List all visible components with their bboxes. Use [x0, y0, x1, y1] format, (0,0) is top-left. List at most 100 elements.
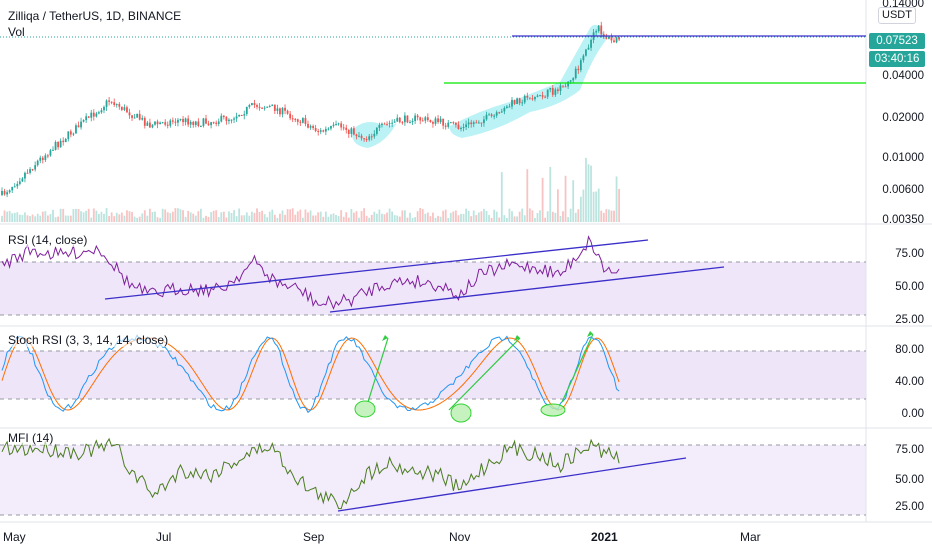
candle-body	[54, 141, 57, 150]
candle-body	[488, 114, 490, 116]
candle-body	[421, 120, 424, 122]
candle-body	[564, 86, 567, 88]
volume-bar	[212, 210, 215, 222]
candle-body	[511, 99, 513, 107]
volume-bar	[179, 209, 182, 222]
candle-body	[228, 119, 230, 122]
currency-button[interactable]: USDT	[878, 7, 916, 24]
candle-body	[281, 107, 284, 115]
candle-body	[528, 97, 531, 99]
volume-bar	[590, 165, 592, 222]
candle-body	[138, 113, 141, 120]
candle-body	[13, 186, 16, 188]
volume-bar	[77, 208, 80, 222]
volume-bar	[342, 216, 345, 222]
volume-bar	[182, 210, 184, 222]
volume-bar	[500, 172, 503, 222]
volume-bar	[248, 215, 251, 222]
volume-bar	[534, 217, 536, 222]
mfi-axis-label: 75.00	[895, 444, 924, 456]
last-price-badge: 0.07523	[869, 33, 925, 49]
candle-body	[618, 37, 620, 40]
candle-body	[577, 68, 580, 71]
volume-bar	[200, 208, 202, 222]
time-axis-label: May	[3, 530, 26, 544]
candle-body	[215, 122, 218, 124]
candle-body	[279, 108, 281, 115]
mfi-label[interactable]: MFI (14)	[8, 431, 54, 445]
volume-bar	[31, 214, 34, 222]
candle-body	[475, 122, 478, 124]
price-axis-label: 0.00600	[882, 184, 924, 196]
candle-body	[500, 111, 503, 113]
volume-bar	[108, 216, 110, 222]
volume-bar	[240, 215, 243, 222]
candle-body	[44, 155, 47, 160]
candle-body	[544, 96, 547, 98]
candle-body	[47, 155, 49, 157]
candle-body	[447, 122, 450, 127]
volume-bar	[475, 215, 478, 222]
candle-body	[337, 123, 340, 125]
candle-body	[409, 121, 411, 123]
volume-bar	[21, 215, 24, 222]
candle-body	[131, 115, 133, 118]
volume-bar	[365, 215, 368, 222]
volume-bar	[123, 215, 126, 222]
candle-body	[11, 186, 14, 191]
volume-bar	[523, 215, 526, 222]
volume-bar	[421, 209, 424, 222]
candle-body	[120, 106, 123, 110]
volume-bar	[235, 216, 238, 222]
volume-bar	[613, 210, 615, 222]
stoch-k-line	[1, 334, 620, 414]
volume-bar	[398, 216, 401, 222]
candle-body	[434, 118, 437, 124]
volume-bar	[177, 208, 179, 222]
volume-bar	[284, 214, 286, 222]
candle-body	[373, 133, 376, 137]
rsi-label[interactable]: RSI (14, close)	[8, 233, 88, 247]
candle-body	[335, 123, 337, 125]
time-axis-label: Mar	[740, 530, 761, 544]
candle-body	[398, 117, 401, 123]
candle-body	[498, 112, 501, 114]
stoch-arrow	[367, 337, 389, 403]
volume-bar	[233, 210, 235, 222]
volume-bar	[149, 208, 151, 222]
candle-body	[393, 121, 396, 123]
stoch-rsi-label[interactable]: Stoch RSI (3, 3, 14, 14, close)	[8, 333, 169, 347]
candle-body	[41, 157, 44, 160]
candle-body	[358, 135, 360, 137]
candle-body	[225, 117, 228, 122]
candle-body	[322, 130, 325, 132]
candle-body	[396, 117, 399, 122]
candle-body	[508, 106, 511, 108]
candle-body	[49, 150, 52, 156]
volume-bar	[11, 213, 14, 222]
volume-bar	[39, 215, 42, 222]
rsi-axis-label: 50.00	[895, 281, 924, 293]
mfi-pane	[0, 437, 866, 516]
volume-bar	[197, 211, 200, 222]
volume-bar	[210, 212, 212, 222]
volume-bar	[460, 213, 462, 222]
volume-bar	[347, 217, 350, 222]
volume-bar	[228, 211, 230, 222]
candle-body	[128, 112, 131, 116]
volume-bar	[317, 212, 320, 222]
highlight-zone	[449, 24, 606, 138]
volume-bar	[286, 209, 289, 222]
volume-bar	[396, 215, 399, 222]
volume-bar	[434, 217, 437, 222]
volume-bar	[406, 217, 409, 222]
candle-body	[426, 117, 429, 121]
volume-bar	[506, 217, 508, 222]
candle-body	[268, 106, 271, 108]
volume-bar	[437, 215, 439, 222]
volume-bar	[516, 216, 518, 222]
candle-body	[391, 122, 394, 124]
candle-body	[174, 121, 177, 123]
volume-bar	[314, 215, 317, 222]
